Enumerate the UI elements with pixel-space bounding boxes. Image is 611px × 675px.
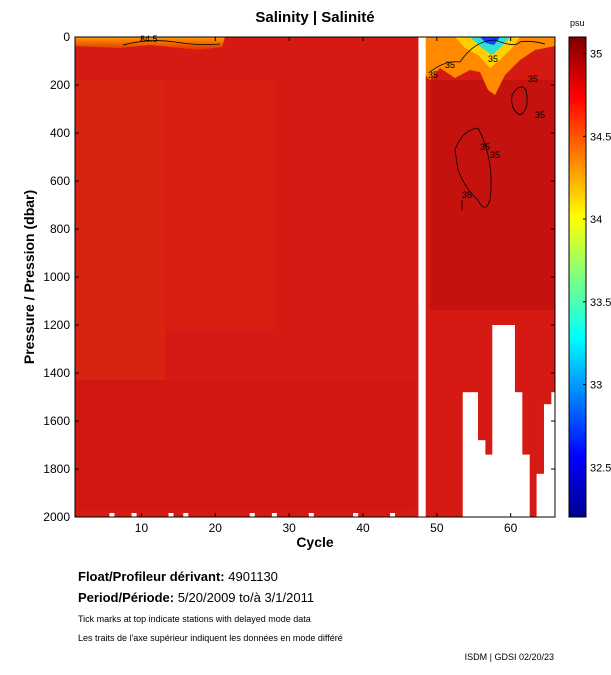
y-tick-label: 0 xyxy=(63,30,70,44)
x-tick-label: 30 xyxy=(282,521,296,535)
y-tick-label: 1800 xyxy=(43,462,70,476)
note-english: Tick marks at top indicate stations with… xyxy=(78,614,311,624)
float-info: Float/Profileur dérivant: 4901130 xyxy=(78,569,278,584)
period-info: Period/Période: 5/20/2009 to/à 3/1/2011 xyxy=(78,590,314,605)
colorbar-tick-label: 32.5 xyxy=(590,462,611,474)
delayed-mode-tick xyxy=(308,513,314,517)
contour-label: 35 xyxy=(462,190,472,200)
missing-deep-data xyxy=(521,454,530,517)
chart-title: Salinity | Salinité xyxy=(255,9,374,26)
salinity-band-deep xyxy=(75,380,415,510)
contour-label: 35 xyxy=(535,110,545,120)
delayed-mode-tick xyxy=(353,513,359,517)
x-tick-label: 40 xyxy=(356,521,370,535)
missing-deep-data xyxy=(543,404,552,517)
delayed-mode-tick xyxy=(390,513,396,517)
contour-label: 34.5 xyxy=(140,34,158,44)
float-value: 4901130 xyxy=(228,569,278,584)
missing-profile-gap xyxy=(418,37,426,517)
delayed-mode-tick xyxy=(271,513,277,517)
colorbar-tick-label: 33 xyxy=(590,380,602,392)
delayed-mode-tick xyxy=(131,513,137,517)
y-tick-label: 1000 xyxy=(43,270,70,284)
delayed-mode-tick xyxy=(249,513,255,517)
y-tick-label: 2000 xyxy=(43,510,70,524)
period-label: Period/Période: xyxy=(78,590,175,605)
contour-34-5-east xyxy=(429,39,546,73)
salinity-band-upper-left xyxy=(75,80,165,380)
colorbar-tick-label: 33.5 xyxy=(590,297,611,309)
missing-deep-data xyxy=(499,325,508,517)
missing-deep-data xyxy=(462,392,471,517)
y-tick-label: 1600 xyxy=(43,414,70,428)
float-label: Float/Profileur dérivant: xyxy=(78,569,225,584)
contour-34-5-west xyxy=(122,40,221,46)
missing-deep-data xyxy=(484,454,493,517)
contour-label: 35 xyxy=(490,150,500,160)
delayed-mode-tick xyxy=(183,513,189,517)
y-tick-label: 200 xyxy=(50,78,70,92)
delayed-mode-tick xyxy=(109,513,115,517)
contour-35-mid xyxy=(454,127,492,208)
colorbar-tick-label: 35 xyxy=(590,49,602,61)
note-french: Les traits de l'axe supérieur indiquent … xyxy=(78,633,343,643)
x-tick-label: 20 xyxy=(209,521,223,535)
x-axis-title: Cycle xyxy=(296,534,334,550)
contour-label: 35 xyxy=(445,60,455,70)
salinity-band-east xyxy=(430,80,555,310)
missing-deep-data xyxy=(514,392,523,517)
colorbar-tick-label: 34 xyxy=(590,214,602,226)
y-tick-label: 1400 xyxy=(43,366,70,380)
surface-layer-west xyxy=(75,37,225,50)
colorbar-unit: psu xyxy=(570,18,585,28)
contour-label: 35 xyxy=(528,74,538,84)
period-value: 5/20/2009 to/à 3/1/2011 xyxy=(177,590,315,605)
fresh-core-yellow xyxy=(455,37,520,68)
contour-label: 35 xyxy=(428,70,438,80)
y-tick-label: 1200 xyxy=(43,318,70,332)
y-tick-label: 400 xyxy=(50,126,70,140)
credit-line: ISDM | GDSI 02/20/23 xyxy=(464,652,554,662)
x-tick-label: 50 xyxy=(430,521,444,535)
contour-35-east xyxy=(511,86,528,116)
salinity-band-upper-mid xyxy=(165,80,275,330)
y-tick-label: 800 xyxy=(50,222,70,236)
missing-deep-data xyxy=(470,392,479,517)
missing-deep-data xyxy=(536,473,545,517)
x-tick-label: 60 xyxy=(504,521,518,535)
y-tick-label: 600 xyxy=(50,174,70,188)
delayed-mode-tick xyxy=(168,513,174,517)
contour-label: 35 xyxy=(488,54,498,64)
colorbar-tick-label: 34.5 xyxy=(590,131,611,143)
fresh-core-blue xyxy=(480,37,500,45)
colorbar xyxy=(568,36,587,518)
x-tick-label: 10 xyxy=(135,521,149,535)
missing-deep-data xyxy=(492,325,501,517)
missing-deep-data xyxy=(477,440,486,517)
missing-deep-data xyxy=(507,325,515,517)
contour-label: 35 xyxy=(480,142,490,152)
y-axis-title: Pressure / Pression (dbar) xyxy=(21,190,37,364)
